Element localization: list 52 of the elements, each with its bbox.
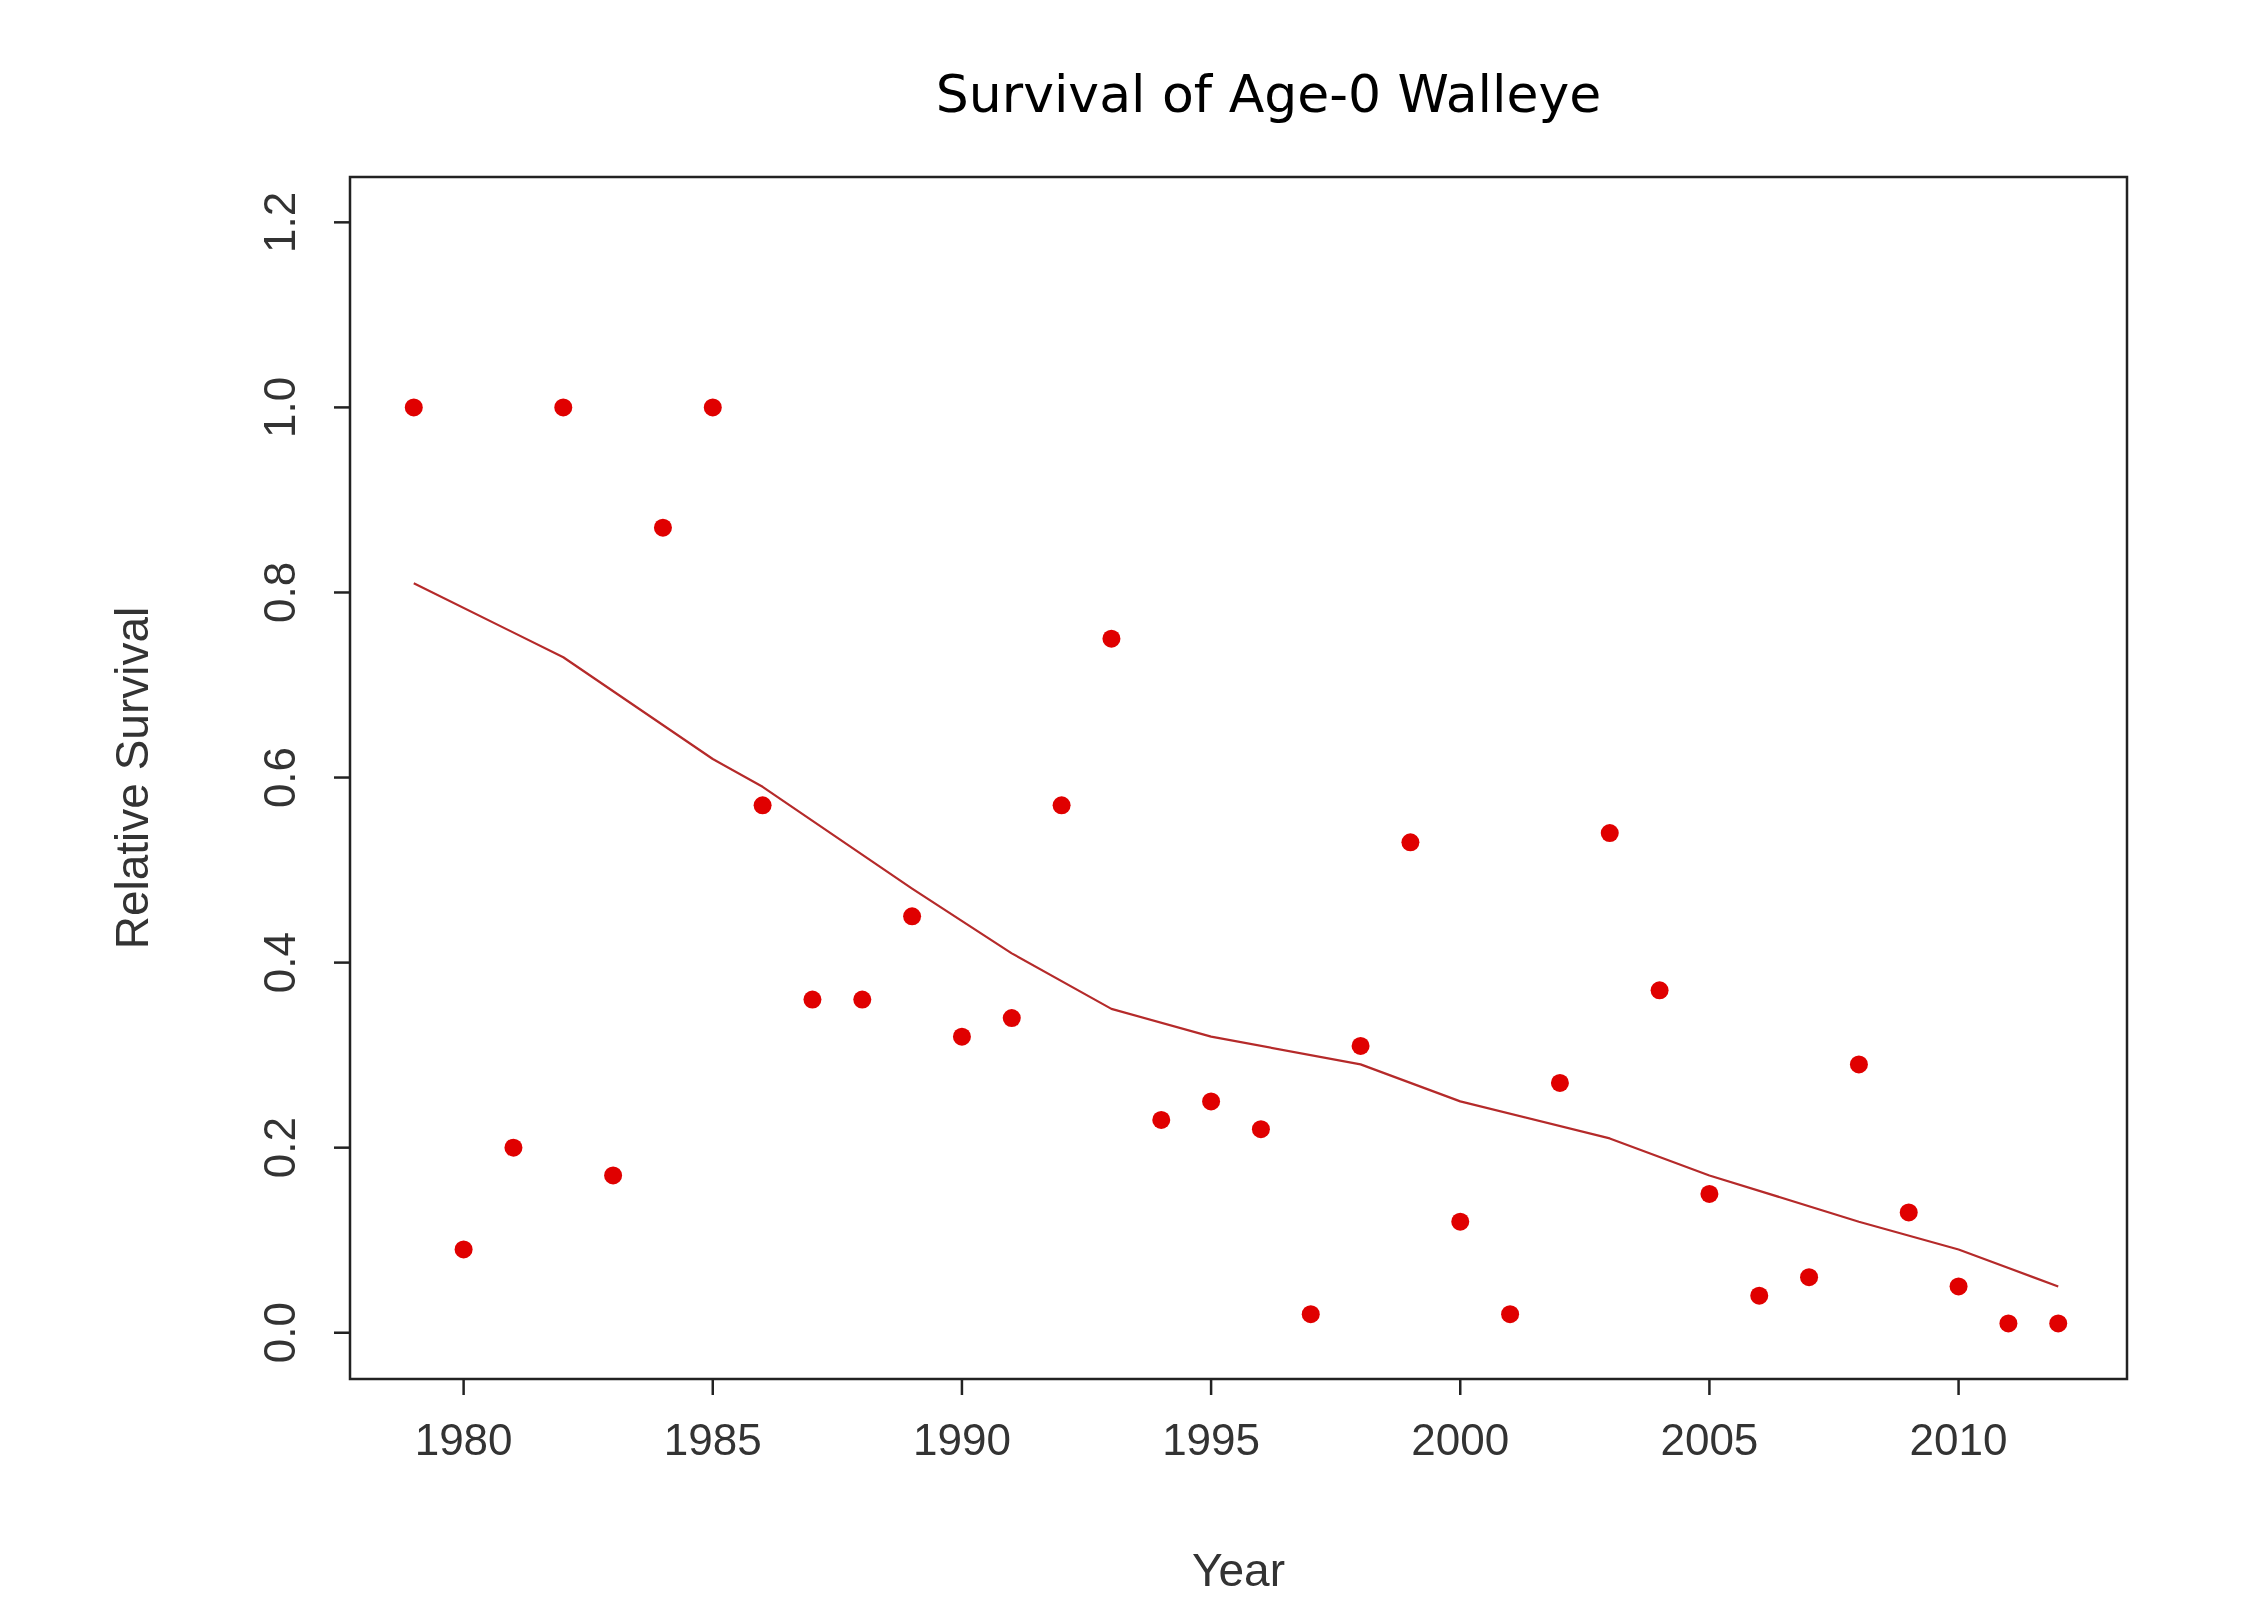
point xyxy=(1949,1277,1968,1296)
x-axis-title: Year xyxy=(1192,1544,1285,1596)
point xyxy=(1102,629,1121,648)
point xyxy=(1152,1110,1171,1129)
point xyxy=(703,398,722,417)
y-tick-label: 0.4 xyxy=(255,932,304,994)
point xyxy=(1301,1305,1320,1324)
chart-title: Survival of Age-0 Walleye xyxy=(935,64,1602,124)
point xyxy=(1351,1036,1370,1055)
point xyxy=(1002,1009,1021,1028)
y-axis-title: Relative Survival xyxy=(106,606,158,950)
point xyxy=(454,1240,473,1259)
point xyxy=(653,518,672,537)
point xyxy=(952,1027,971,1046)
x-tick-label: 1980 xyxy=(414,1415,513,1464)
point xyxy=(404,398,423,417)
y-tick-label: 1.0 xyxy=(255,376,304,438)
point xyxy=(753,796,772,815)
point xyxy=(1700,1184,1719,1203)
x-tick-label: 2005 xyxy=(1660,1415,1759,1464)
x-tick-label: 1990 xyxy=(912,1415,1011,1464)
x-tick-label: 1985 xyxy=(663,1415,762,1464)
point xyxy=(1451,1212,1470,1231)
point xyxy=(1999,1314,2018,1333)
x-tick-label: 2000 xyxy=(1411,1415,1510,1464)
point xyxy=(1052,796,1071,815)
point xyxy=(1550,1073,1569,1092)
point xyxy=(1750,1286,1769,1305)
point xyxy=(1202,1092,1221,1111)
point xyxy=(1251,1120,1270,1139)
point xyxy=(803,990,822,1009)
line-series xyxy=(412,582,2060,1288)
point xyxy=(1401,833,1420,852)
point xyxy=(604,1166,623,1185)
point xyxy=(1899,1203,1918,1222)
y-tick-label: 0.0 xyxy=(255,1302,304,1364)
point xyxy=(1849,1055,1868,1074)
x-tick-label: 1995 xyxy=(1162,1415,1261,1464)
point xyxy=(1800,1268,1819,1287)
point xyxy=(1600,824,1619,843)
y-tick-label: 0.2 xyxy=(255,1117,304,1179)
point xyxy=(903,907,922,926)
point xyxy=(2049,1314,2068,1333)
y-tick-label: 0.8 xyxy=(255,561,304,624)
point xyxy=(1501,1305,1520,1324)
y-tick-label: 0.6 xyxy=(255,746,304,809)
y-tick-label: 1.2 xyxy=(255,191,304,253)
point xyxy=(1650,981,1669,1000)
point xyxy=(554,398,573,417)
point xyxy=(853,990,872,1009)
point xyxy=(504,1138,523,1157)
x-tick-label: 2010 xyxy=(1909,1415,2008,1464)
